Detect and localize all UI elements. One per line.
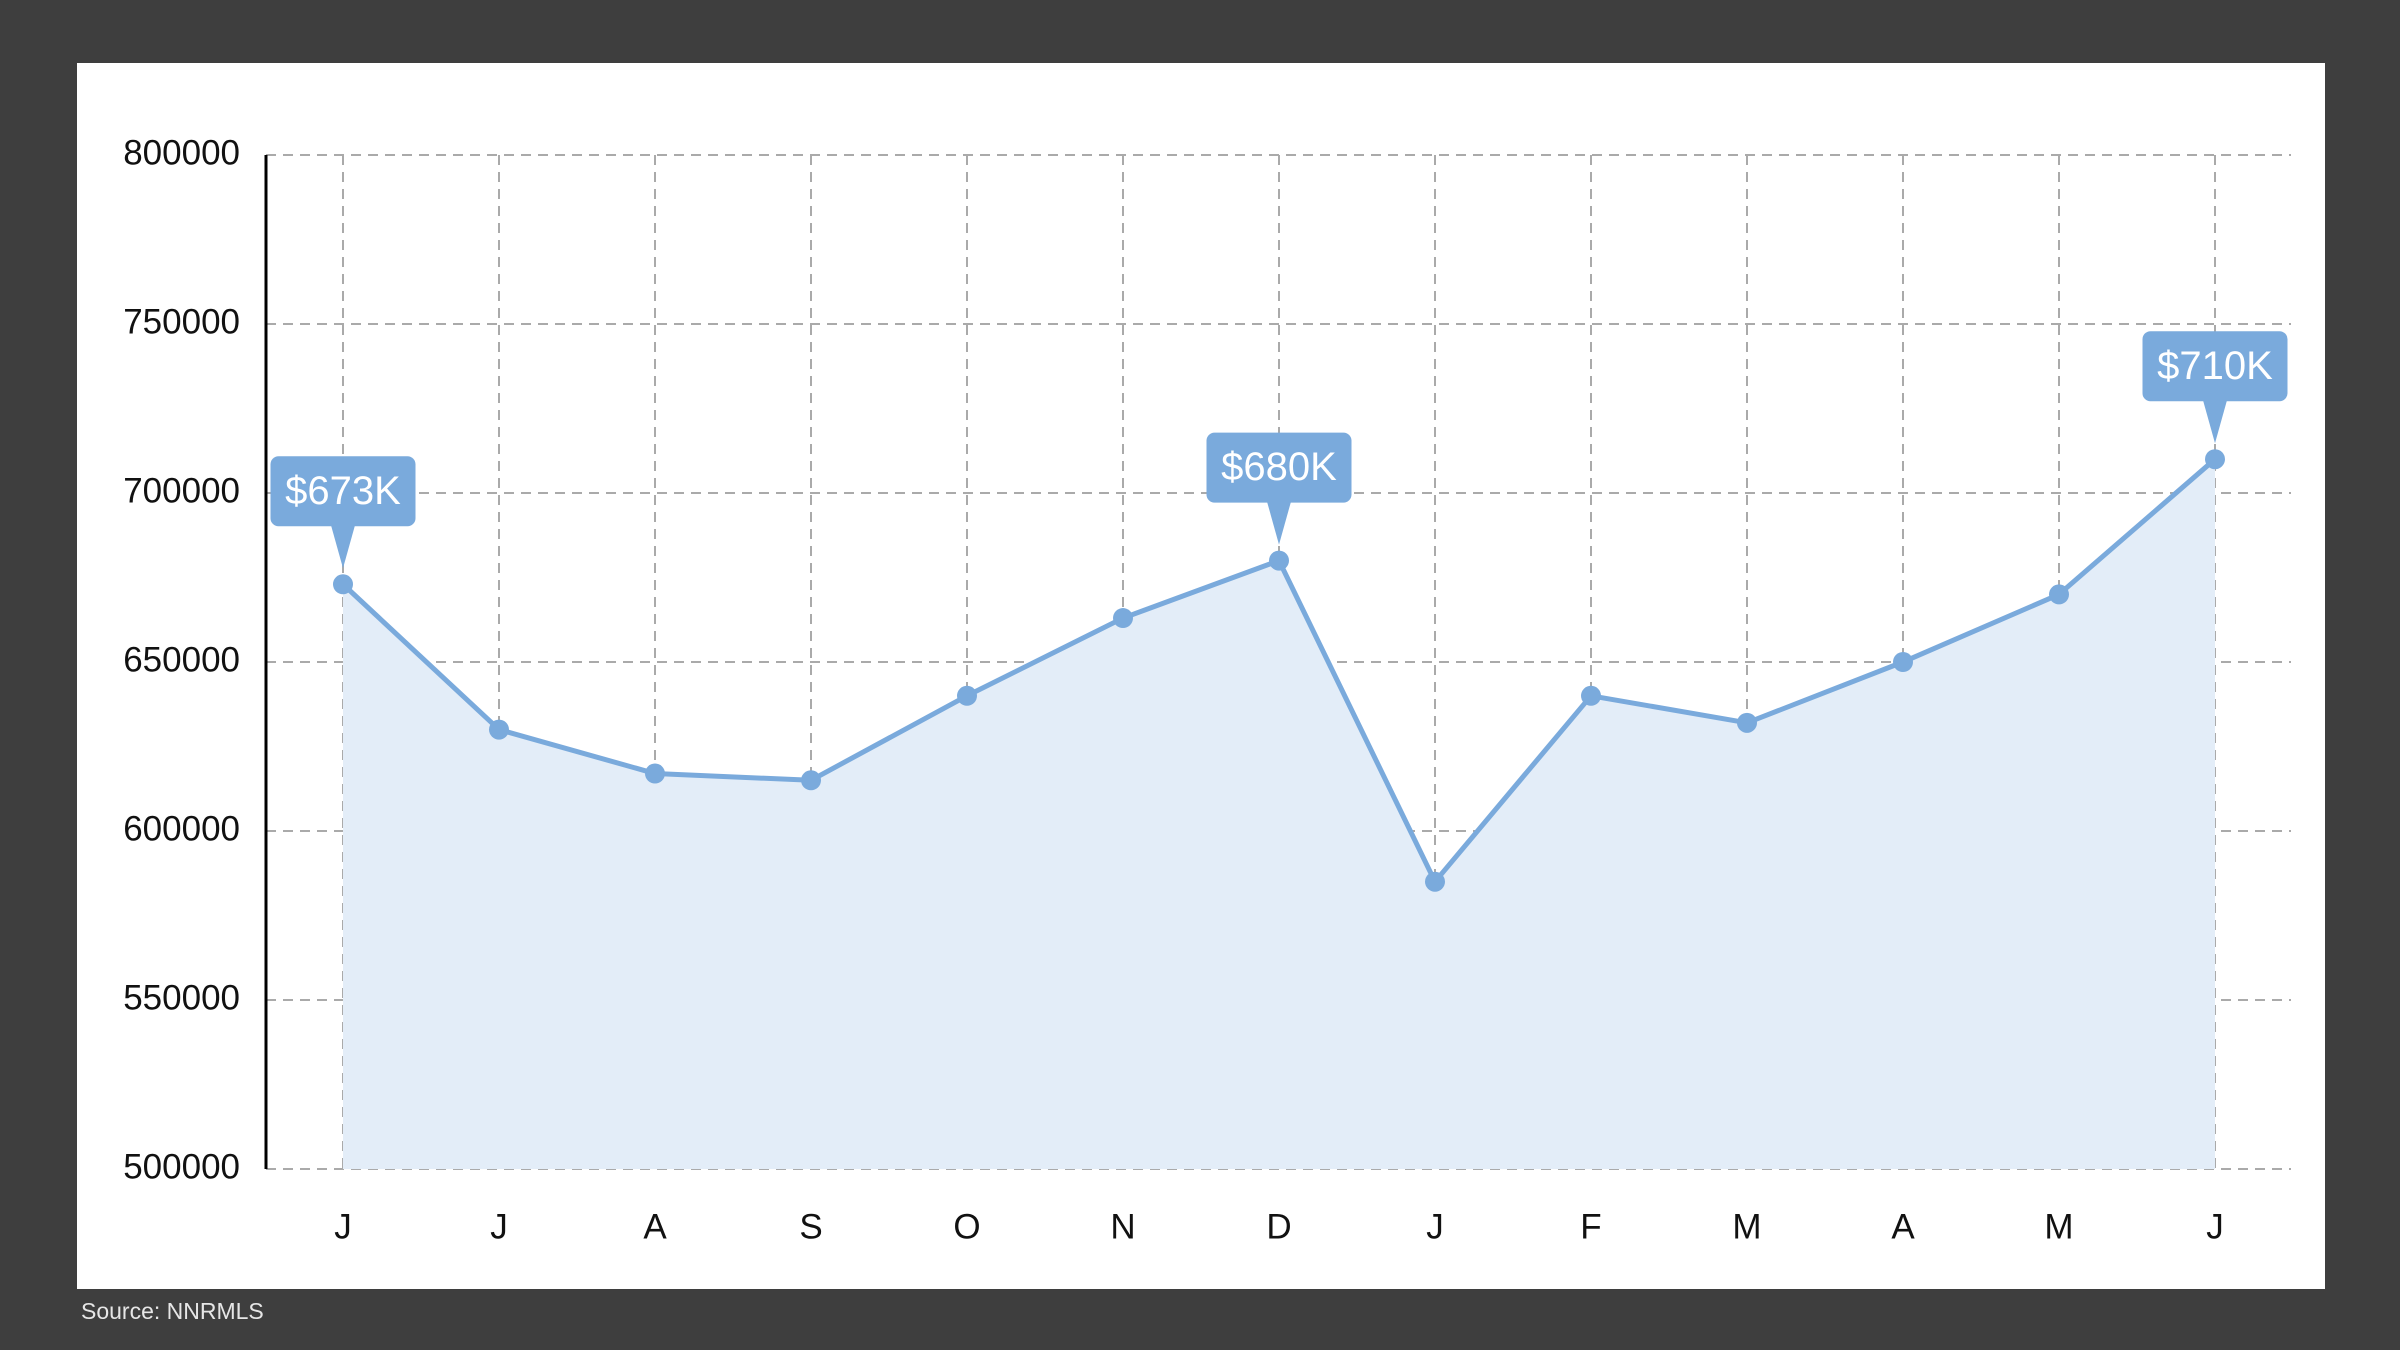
y-tick-label: 700000: [123, 471, 240, 510]
x-tick-label: J: [2206, 1207, 2224, 1246]
point: [957, 685, 977, 706]
x-tick-label: F: [1580, 1207, 1601, 1246]
x-tick-label: N: [1110, 1207, 1135, 1246]
point: [1893, 652, 1913, 672]
callout-pointer: [1267, 501, 1291, 545]
x-tick-label: M: [1732, 1207, 1761, 1246]
callout-pointer: [331, 525, 355, 569]
data-label: $680K: [1221, 445, 1337, 489]
area: [343, 459, 2215, 1169]
x-tick-label: S: [799, 1207, 822, 1246]
data-label: $673K: [285, 469, 401, 513]
point: [801, 770, 821, 791]
x-tick-label: O: [953, 1207, 980, 1246]
x-tick-label: A: [1891, 1207, 1915, 1246]
x-tick-label: D: [1266, 1207, 1291, 1246]
y-tick-label: 600000: [123, 809, 240, 848]
y-tick-label: 650000: [123, 640, 240, 679]
point: [333, 574, 353, 595]
x-tick-label: M: [2044, 1207, 2073, 1246]
point: [1425, 871, 1445, 892]
callout-pointer: [2203, 400, 2227, 444]
x-tick-label: J: [490, 1207, 508, 1246]
x-tick-label: J: [1426, 1207, 1444, 1246]
callout-box: [1206, 432, 1352, 503]
point: [2205, 449, 2225, 470]
x-tick-label: J: [334, 1207, 352, 1246]
point: [645, 763, 665, 784]
point: [1581, 685, 1601, 706]
data-label: $710K: [2157, 344, 2273, 388]
y-tick-label: 550000: [123, 978, 240, 1017]
point: [1737, 712, 1757, 733]
callout-box: [2142, 331, 2288, 402]
y-tick-label: 750000: [123, 302, 240, 341]
y-tick-label: 500000: [123, 1147, 240, 1186]
point: [1113, 608, 1133, 629]
point: [1269, 550, 1289, 571]
y-tick-label: 800000: [123, 133, 240, 172]
point: [2049, 584, 2069, 605]
point: [489, 719, 509, 740]
callout-box: [270, 456, 416, 527]
source-note: Source: NNRMLS: [81, 1298, 264, 1324]
x-tick-label: A: [643, 1207, 667, 1246]
